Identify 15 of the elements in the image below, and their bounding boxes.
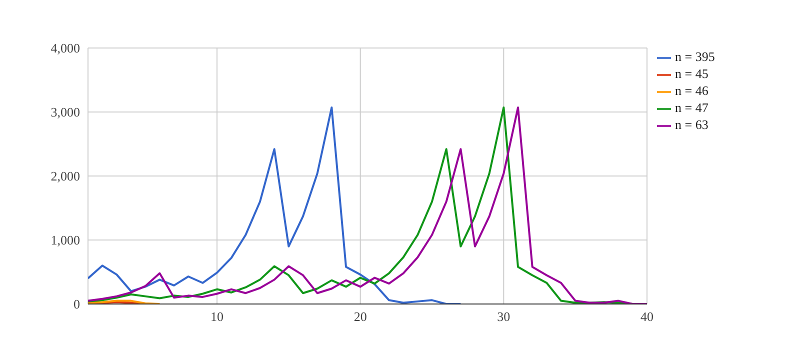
y-tick-label: 0 <box>74 296 80 312</box>
x-tick-label: 10 <box>210 309 224 324</box>
y-tick-label: 2,000 <box>50 168 80 184</box>
legend-label: n = 45 <box>675 66 708 82</box>
y-tick-label: 1,000 <box>50 232 80 248</box>
x-tick-label: 40 <box>640 309 654 324</box>
x-tick-label: 20 <box>354 309 367 324</box>
legend-label: n = 47 <box>675 100 708 116</box>
y-tick-label: 3,000 <box>50 104 80 120</box>
y-tick-label: 4,000 <box>50 40 80 56</box>
line-series <box>88 106 462 304</box>
legend-label: n = 46 <box>675 83 708 98</box>
x-tick-label: 30 <box>497 309 510 324</box>
legend-label: n = 63 <box>675 117 708 132</box>
legend-label: n = 395 <box>675 49 715 64</box>
